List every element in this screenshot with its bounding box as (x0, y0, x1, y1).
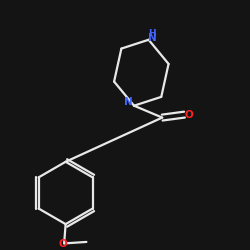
Text: N: N (148, 33, 156, 43)
Text: H: H (148, 29, 156, 38)
Text: N: N (124, 97, 133, 107)
Text: O: O (185, 110, 194, 120)
Text: O: O (58, 239, 67, 249)
